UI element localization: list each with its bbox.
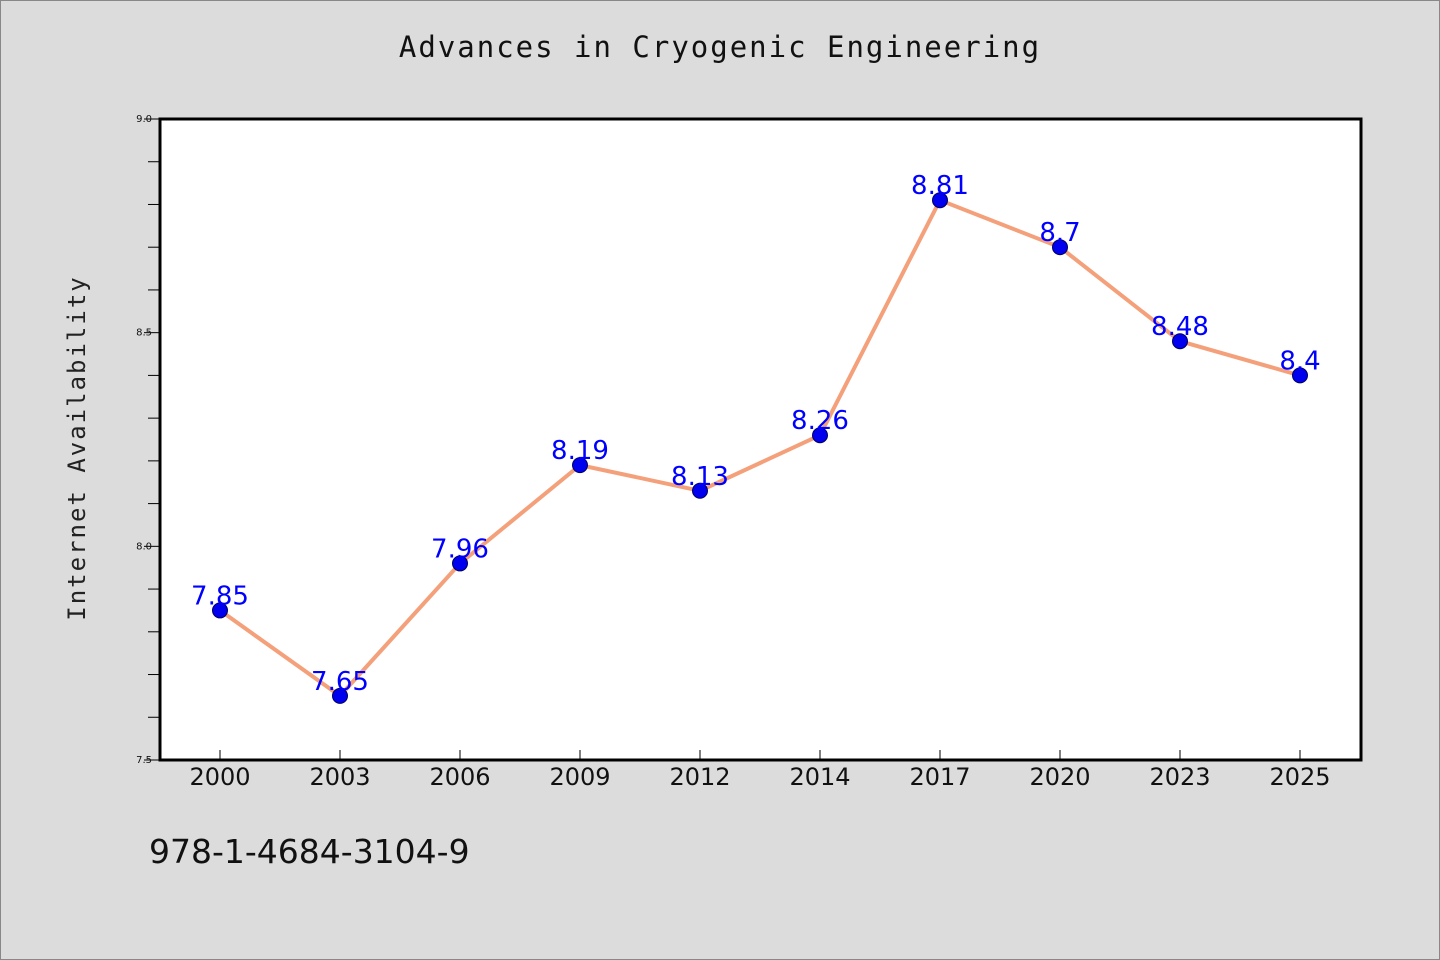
y-tick-label: 7.5 [136,755,152,766]
y-axis-label-group: Internet Availability [63,275,91,620]
x-tick-label: 2017 [909,763,970,791]
data-label: 8.4 [1279,346,1320,376]
x-tick-label: 2025 [1269,763,1330,791]
data-point [1292,367,1308,384]
y-tick-label: 8.5 [136,328,152,339]
data-point [692,482,708,499]
x-tick-label: 2012 [669,763,730,791]
isbn-text: 978-1-4684-3104-9 [149,832,470,871]
x-tick-label: 2009 [549,763,610,791]
data-label: 8.26 [791,406,849,436]
data-markers [212,192,1308,704]
series-line [218,198,1301,698]
data-label: 7.65 [311,667,369,697]
data-labels: 7.85 7.65 7.96 8.19 8.13 8.26 8.81 8.7 8.48 8.4 [191,171,1321,697]
data-label: 8.19 [551,436,609,466]
data-point [932,192,948,209]
data-point [452,555,468,572]
x-tick-label: 2023 [1149,763,1210,791]
data-point [812,427,828,444]
y-axis-ticks: 7.5 8.0 8.5 9.0 [136,114,160,766]
chart-title: Advances in Cryogenic Engineering [398,30,1042,64]
y-tick-label: 8.0 [136,541,152,552]
y-axis-label: Internet Availability [63,275,91,620]
x-tick-label: 2003 [309,763,370,791]
x-tick-label: 2014 [789,763,850,791]
series-line-group [218,198,1301,698]
data-label: 8.13 [671,462,729,492]
data-point [572,457,588,474]
data-point [1172,333,1188,350]
data-label: 8.7 [1039,218,1080,248]
data-point [1052,239,1068,256]
x-tick-label: 2000 [189,763,250,791]
data-label: 7.96 [431,534,489,564]
data-label: 8.48 [1151,312,1209,342]
data-label: 7.85 [191,581,249,611]
data-label: 8.81 [911,171,969,201]
data-point [212,602,228,619]
y-tick-label: 9.0 [136,114,152,125]
data-point [332,687,348,704]
x-axis-ticks: 2000 2003 2006 2009 2012 2014 2017 2020 2023 2025 [189,750,1331,791]
x-tick-label: 2020 [1029,763,1090,791]
plot-area [158,117,1363,762]
x-tick-label: 2006 [429,763,490,791]
